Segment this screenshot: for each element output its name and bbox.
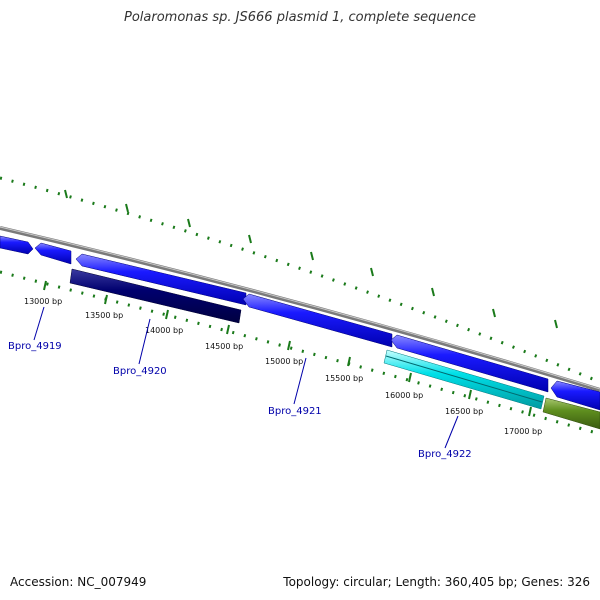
forward-cds-track [0, 235, 600, 411]
reverse-cds-track [69, 268, 600, 430]
olive-cds[interactable] [542, 397, 600, 430]
backbone-highlight [0, 226, 600, 390]
gene-label-line [444, 415, 459, 449]
inner-major-tick [226, 324, 230, 335]
outer-major-tick [187, 218, 191, 228]
gene-label-bpro-4920[interactable]: Bpro_4920 [113, 366, 167, 377]
forward-cds-arrow[interactable] [390, 334, 549, 393]
inner-major-tick [347, 356, 351, 367]
outer-major-tick [310, 251, 314, 261]
forward-cds-arrow[interactable] [34, 242, 72, 265]
outer-major-tick [248, 234, 252, 244]
outer-major-tick [492, 308, 496, 318]
outer-major-tick [64, 189, 68, 199]
tick-label: 16500 bp [445, 407, 483, 416]
gene-label-bpro-4921[interactable]: Bpro_4921 [268, 406, 322, 417]
tick-label: 13500 bp [85, 311, 123, 320]
inner-major-tick [287, 340, 291, 351]
tick-label: 17000 bp [504, 427, 542, 436]
map-title: Polaromonas sp. JS666 plasmid 1, complet… [123, 10, 476, 25]
inner-major-tick [408, 372, 412, 383]
gene-labels: Bpro_4919 Bpro_4920 Bpro_4921 Bpro_4922 [8, 341, 472, 460]
gene-body-bpro-4920[interactable] [69, 268, 242, 324]
tick-label: 16000 bp [385, 391, 423, 400]
tick-label: 13000 bp [24, 297, 62, 306]
gene-label-bpro-4919[interactable]: Bpro_4919 [8, 341, 62, 352]
tick-labels: 13000 bp 13500 bp 14000 bp 14500 bp 1500… [24, 297, 542, 436]
backbone [0, 226, 600, 392]
forward-cds-arrow[interactable] [75, 253, 247, 306]
accession-text: Accession: NC_007949 [10, 575, 147, 589]
inner-major-tick [43, 280, 47, 291]
gene-label-line [138, 318, 151, 365]
cyan-cds-stripe [385, 355, 543, 403]
gene-label-line [33, 306, 45, 341]
outer-tick-track [0, 176, 600, 384]
inner-major-tick [468, 389, 472, 400]
backbone-line [0, 226, 600, 392]
inner-tick-track [0, 270, 600, 436]
inner-major-tick [528, 406, 532, 417]
forward-cds-arrow[interactable] [550, 380, 600, 411]
outer-major-tick [370, 267, 374, 277]
outer-major-tick [554, 319, 558, 329]
outer-major-tick [431, 287, 435, 297]
forward-cds-arrow[interactable] [242, 293, 393, 348]
gene-label-bpro-4922[interactable]: Bpro_4922 [418, 449, 472, 460]
outer-major-tick [125, 203, 129, 213]
tick-label: 14000 bp [145, 326, 183, 335]
topology-summary: Topology: circular; Length: 360,405 bp; … [283, 575, 590, 589]
inner-major-tick [104, 294, 108, 305]
gene-label-line [293, 357, 307, 405]
tick-label: 14500 bp [205, 342, 243, 351]
tick-label: 15000 bp [265, 357, 303, 366]
gene-label-lines [33, 306, 459, 449]
inner-major-tick [165, 309, 169, 320]
tick-label: 15500 bp [325, 374, 363, 383]
forward-cds-arrow[interactable] [0, 235, 34, 255]
